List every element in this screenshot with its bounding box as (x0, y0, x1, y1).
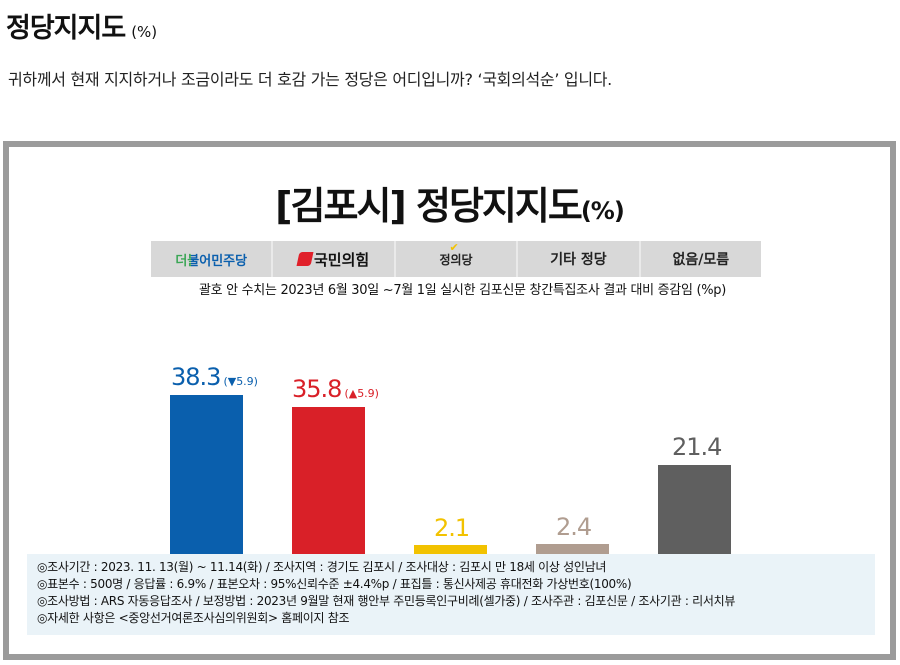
bar-label-justice: 2.1 (434, 514, 470, 542)
bar-label-democratic: 38.3 (▼5.9) (171, 363, 258, 391)
bar-label-ppp: 35.8 (▲5.9) (292, 375, 379, 403)
bar-justice (414, 545, 487, 554)
bar-ppp (292, 407, 365, 554)
info-method: ◎조사방법 : ARS 자동응답조사 / 보정방법 : 2023년 9월말 현재… (37, 594, 736, 608)
justice-party-logo-icon: ✔ 정의당 (439, 241, 473, 268)
bar-value: 2.1 (434, 514, 470, 542)
bar-value: 2.4 (556, 513, 592, 541)
bar-label-other: 2.4 (556, 513, 592, 541)
legend-item-other-parties: 기타 정당 (518, 241, 641, 277)
legend-item-justice-party: ✔ 정의당 (396, 241, 519, 277)
info-reference: ◎자세한 사항은 <중앙선거여론조사심의위원회> 홈페이지 참조 (37, 611, 350, 625)
chart-title-unit: (%) (580, 197, 625, 225)
info-survey-period: ◎조사기간 : 2023. 11. 13(월) ~ 11.14(화) / 조사지… (37, 560, 607, 574)
bar-none (658, 465, 731, 554)
bar-other (536, 544, 609, 554)
page-title: 정당지지도 (%) (6, 6, 157, 45)
bar-value: 38.3 (171, 363, 221, 391)
bar-democratic (170, 395, 243, 554)
democratic-party-logo-icon: 더불어민주당 (175, 250, 247, 269)
bar-label-none: 21.4 (672, 433, 722, 461)
legend: 더불어민주당 국민의힘 ✔ 정의당 기타 정당 없음/모름 (151, 241, 761, 277)
chart-frame: [김포시] 정당지지도(%) 더불어민주당 국민의힘 ✔ 정의당 기타 정당 없… (3, 141, 896, 660)
legend-label: 국민의힘 (314, 250, 370, 269)
page-title-text: 정당지지도 (6, 13, 126, 44)
chart-title-text: [김포시] 정당지지도 (275, 184, 583, 228)
survey-question: 귀하께서 현재 지지하거나 조금이라도 더 호감 가는 정당은 어디입니까? ‘… (8, 70, 612, 89)
comparison-note: 괄호 안 수치는 2023년 6월 30일 ~7월 1일 실시한 김포신문 창간… (199, 283, 726, 298)
check-icon: ✔ (449, 240, 459, 254)
survey-info-box: ◎조사기간 : 2023. 11. 13(월) ~ 11.14(화) / 조사지… (27, 554, 875, 635)
legend-item-people-power-party: 국민의힘 (273, 241, 396, 277)
people-power-party-logo-icon (296, 252, 314, 266)
bar-delta: (▼5.9) (223, 375, 258, 388)
legend-item-democratic-party: 더불어민주당 (151, 241, 274, 277)
legend-label: 정의당 (439, 252, 473, 267)
page-title-unit: (%) (131, 23, 158, 41)
bar-value: 21.4 (672, 433, 722, 461)
legend-item-none-unknown: 없음/모름 (672, 252, 730, 268)
bar-delta: (▲5.9) (344, 387, 379, 400)
chart-title: [김포시] 정당지지도(%) (9, 175, 890, 230)
bar-value: 35.8 (292, 375, 342, 403)
info-sample: ◎표본수 : 500명 / 응답률 : 6.9% / 표본오차 : 95%신뢰수… (37, 577, 632, 591)
